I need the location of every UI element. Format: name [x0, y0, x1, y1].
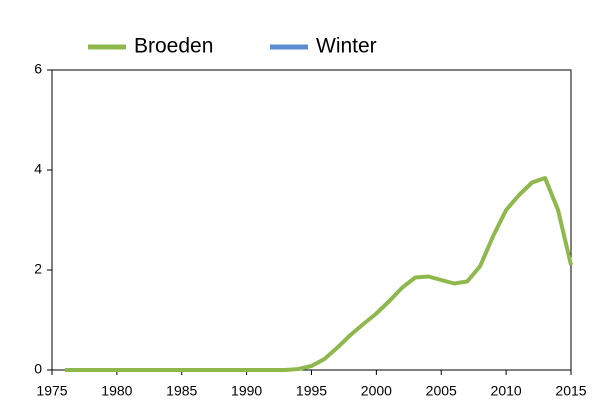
y-tick-label: 6 — [34, 61, 42, 77]
x-tick-label: 1975 — [36, 383, 67, 399]
x-tick-label: 2000 — [361, 383, 392, 399]
x-tick-label: 2005 — [426, 383, 457, 399]
x-tick-label: 1995 — [296, 383, 327, 399]
legend-label: Winter — [316, 35, 377, 58]
y-tick-label: 4 — [34, 161, 42, 177]
x-tick-label: 1990 — [231, 383, 262, 399]
x-tick-label: 2010 — [491, 383, 522, 399]
data-line — [64, 176, 573, 372]
x-tick-label: 1985 — [166, 383, 197, 399]
x-tick-label: 1980 — [101, 383, 132, 399]
y-tick-label: 2 — [34, 261, 42, 277]
legend-label: Broeden — [134, 35, 213, 58]
y-tick-label: 0 — [34, 361, 42, 377]
x-tick-label: 2015 — [555, 383, 586, 399]
plot-frame — [51, 69, 572, 371]
